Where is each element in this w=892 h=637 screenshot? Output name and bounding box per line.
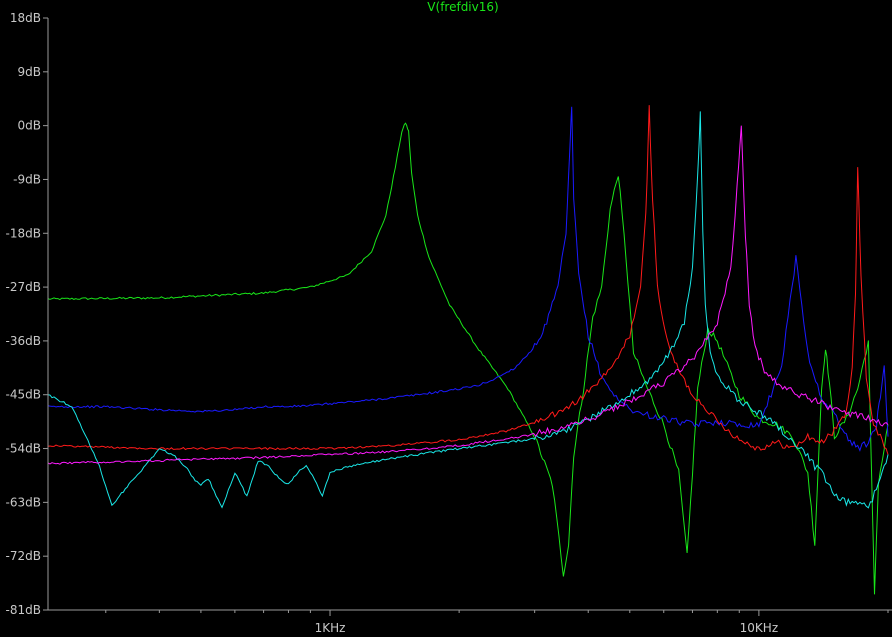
y-tick-label: -81dB — [6, 603, 41, 617]
y-axis-ticks: 18dB 9dB 0dB -9dB -18dB -27dB -36dB -45dB -54dB -… — [6, 11, 48, 617]
series-line-4 — [47, 111, 889, 509]
series-line-3 — [47, 105, 889, 455]
y-tick-label: -63dB — [6, 495, 41, 509]
x-tick-label: 10KHz — [740, 621, 778, 635]
y-tick-label: 18dB — [10, 11, 41, 25]
y-tick-label: -45dB — [6, 388, 41, 402]
y-tick-label: 0dB — [18, 119, 41, 133]
x-axis-ticks: 1KHz 10KHz — [105, 610, 889, 635]
y-tick-label: -9dB — [13, 172, 41, 186]
y-tick-label: 9dB — [18, 65, 41, 79]
series-line-5 — [47, 125, 889, 465]
axis-layer — [47, 18, 892, 611]
series-layer — [47, 105, 889, 595]
y-tick-label: -18dB — [6, 226, 41, 240]
y-tick-label: -27dB — [6, 280, 41, 294]
y-tick-label: -36dB — [6, 334, 41, 348]
y-tick-label: -72dB — [6, 549, 41, 563]
chart-title: V(frefdiv16) — [427, 0, 498, 14]
x-tick-label: 1KHz — [315, 621, 346, 635]
y-tick-label: -54dB — [6, 442, 41, 456]
series-line-2 — [47, 106, 889, 452]
